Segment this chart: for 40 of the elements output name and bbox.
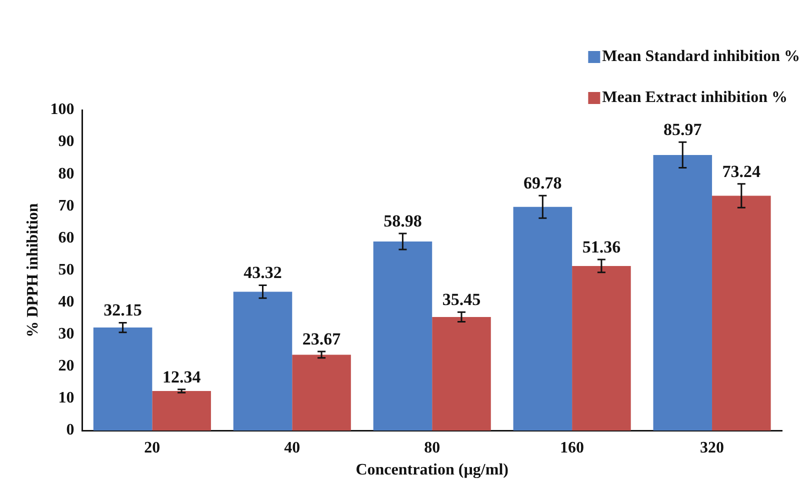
- y-tick-label: 40: [58, 294, 74, 310]
- bar: [373, 242, 432, 431]
- data-label: 32.15: [104, 300, 142, 320]
- x-tick-label: 20: [144, 439, 160, 456]
- x-tick-label: 160: [560, 439, 584, 456]
- x-tick-label: 320: [700, 439, 724, 456]
- data-label: 69.78: [524, 174, 562, 193]
- bar: [93, 328, 152, 431]
- y-tick-label: 60: [58, 229, 74, 246]
- y-tick-label: 20: [58, 358, 74, 375]
- data-label: 12.34: [162, 367, 202, 386]
- y-axis-title: % DPPH inhibition: [24, 203, 42, 338]
- bar: [712, 196, 771, 431]
- y-tick-label: 90: [58, 133, 74, 150]
- y-tick-label: 30: [58, 326, 74, 343]
- data-label: 51.36: [582, 237, 621, 256]
- data-label: 85.97: [664, 120, 702, 140]
- x-axis-title: Concentration (µg/ml): [356, 462, 508, 479]
- y-tick-label: 80: [58, 165, 74, 182]
- data-label: 73.24: [722, 162, 762, 181]
- y-tick-label: 50: [58, 261, 74, 278]
- legend-label: Mean Extract inhibition %: [602, 89, 788, 106]
- bar: [152, 391, 211, 431]
- x-tick-label: 40: [284, 439, 300, 456]
- y-tick-label: 70: [58, 197, 74, 214]
- bar: [432, 316, 491, 431]
- legend-label: Mean Standard inhibition %: [602, 48, 800, 66]
- bar: [292, 354, 351, 431]
- y-tick-label: 100: [50, 101, 74, 118]
- bar: [513, 206, 572, 431]
- bar: [572, 266, 631, 431]
- bar: [233, 292, 292, 431]
- data-label: 23.67: [302, 329, 342, 348]
- data-label: 43.32: [244, 263, 282, 282]
- y-tick-label: 0: [66, 422, 74, 439]
- data-label: 58.98: [384, 211, 422, 230]
- bar: [653, 154, 712, 431]
- x-tick-label: 80: [424, 439, 440, 456]
- y-tick-label: 10: [58, 390, 74, 407]
- data-label: 35.45: [442, 290, 481, 310]
